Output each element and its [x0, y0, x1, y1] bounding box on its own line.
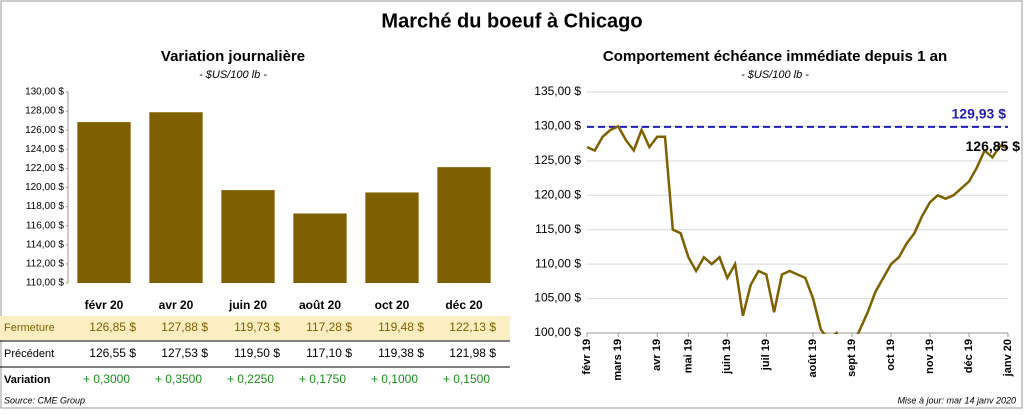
table-cell: + 0,3000 — [83, 372, 130, 386]
bar — [221, 190, 275, 283]
x-tick-label: juin 19 — [721, 339, 733, 375]
chart-title: Variation journalière — [161, 48, 305, 65]
table-cell: 127,88 $ — [161, 320, 208, 334]
x-tick-label: janv 20 — [1002, 339, 1014, 377]
y-tick-label: 115,00 $ — [535, 222, 581, 236]
table-cell: + 0,2250 — [227, 372, 274, 386]
table-cell: 119,48 $ — [378, 320, 424, 334]
x-tick-label: nov 19 — [924, 339, 936, 374]
page-title: Marché du boeuf à Chicago — [381, 10, 642, 32]
bar — [293, 213, 347, 283]
table-cell: 117,28 $ — [306, 320, 352, 334]
source: Source: CME Group — [4, 395, 85, 405]
y-tick-label: 100,00 $ — [534, 325, 581, 339]
x-tick-label: juil 19 — [760, 339, 772, 371]
x-tick-label: mars 19 — [612, 339, 624, 381]
reference-label: 129,93 $ — [952, 106, 1007, 122]
x-tick-label: déc 20 — [445, 298, 483, 312]
x-tick-label: avr 20 — [159, 298, 194, 312]
x-tick-label: avr 19 — [651, 339, 663, 371]
x-tick-label: sept 19 — [846, 339, 858, 377]
row-label: Fermeture — [4, 322, 55, 334]
y-tick-label: 110,00 $ — [535, 256, 581, 270]
bar — [149, 112, 203, 283]
y-tick-label: 125,00 $ — [534, 153, 581, 167]
table-cell: 126,85 $ — [89, 320, 136, 334]
y-tick-label: 120,00 $ — [534, 187, 581, 201]
x-tick-label: févr 20 — [85, 298, 124, 312]
chart-subtitle: - $US/100 lb - — [199, 69, 267, 81]
table-cell: 127,53 $ — [161, 346, 208, 360]
highlight-row — [0, 316, 510, 340]
table-cell: 126,55 $ — [89, 346, 136, 360]
y-tick-label: 124,00 $ — [25, 144, 64, 155]
y-tick-label: 112,00 $ — [26, 259, 65, 270]
row-label: Précédent — [4, 348, 54, 360]
table-cell: 119,50 $ — [234, 346, 280, 360]
y-tick-label: 110,00 $ — [26, 278, 65, 289]
bar — [77, 122, 131, 284]
x-tick-label: déc 19 — [963, 339, 975, 373]
row-label: Variation — [4, 374, 51, 386]
table-cell: 122,13 $ — [449, 320, 496, 334]
y-tick-label: 135,00 $ — [534, 84, 581, 98]
table-cell: 119,38 $ — [378, 346, 424, 360]
x-tick-label: oct 19 — [885, 339, 897, 371]
y-tick-label: 114,00 $ — [26, 239, 65, 250]
table-cell: + 0,1500 — [443, 372, 490, 386]
bar — [437, 167, 491, 283]
y-tick-label: 120,00 $ — [25, 182, 64, 193]
series-line — [586, 124, 1009, 334]
y-tick-label: 130,00 $ — [25, 87, 64, 98]
table-cell: 117,10 $ — [306, 346, 352, 360]
x-tick-label: août 19 — [807, 339, 819, 378]
last-value-label: 126,85 $ — [966, 138, 1021, 154]
y-tick-label: 130,00 $ — [534, 119, 581, 133]
y-tick-label: 116,00 $ — [26, 220, 65, 231]
table-cell: + 0,1000 — [371, 372, 418, 386]
bar — [365, 192, 419, 283]
table-cell: + 0,3500 — [155, 372, 202, 386]
y-tick-label: 128,00 $ — [25, 106, 64, 117]
table-cell: 121,98 $ — [449, 346, 496, 360]
table-cell: + 0,1750 — [299, 372, 346, 386]
x-tick-label: août 20 — [299, 298, 341, 312]
chart-subtitle: - $US/100 lb - — [741, 69, 809, 81]
table-cell: 119,73 $ — [234, 320, 280, 334]
x-tick-label: févr 19 — [581, 339, 593, 374]
y-tick-label: 122,00 $ — [25, 163, 64, 174]
x-tick-label: oct 20 — [375, 298, 410, 312]
y-tick-label: 118,00 $ — [26, 201, 65, 212]
x-tick-label: juin 20 — [228, 298, 267, 312]
chart-title: Comportement échéance immédiate depuis 1… — [603, 48, 947, 65]
updated: Mise à jour: mar 14 janv 2020 — [897, 395, 1016, 405]
y-tick-label: 105,00 $ — [534, 291, 581, 305]
y-tick-label: 126,00 $ — [25, 125, 64, 136]
x-tick-label: mai 19 — [682, 339, 694, 373]
